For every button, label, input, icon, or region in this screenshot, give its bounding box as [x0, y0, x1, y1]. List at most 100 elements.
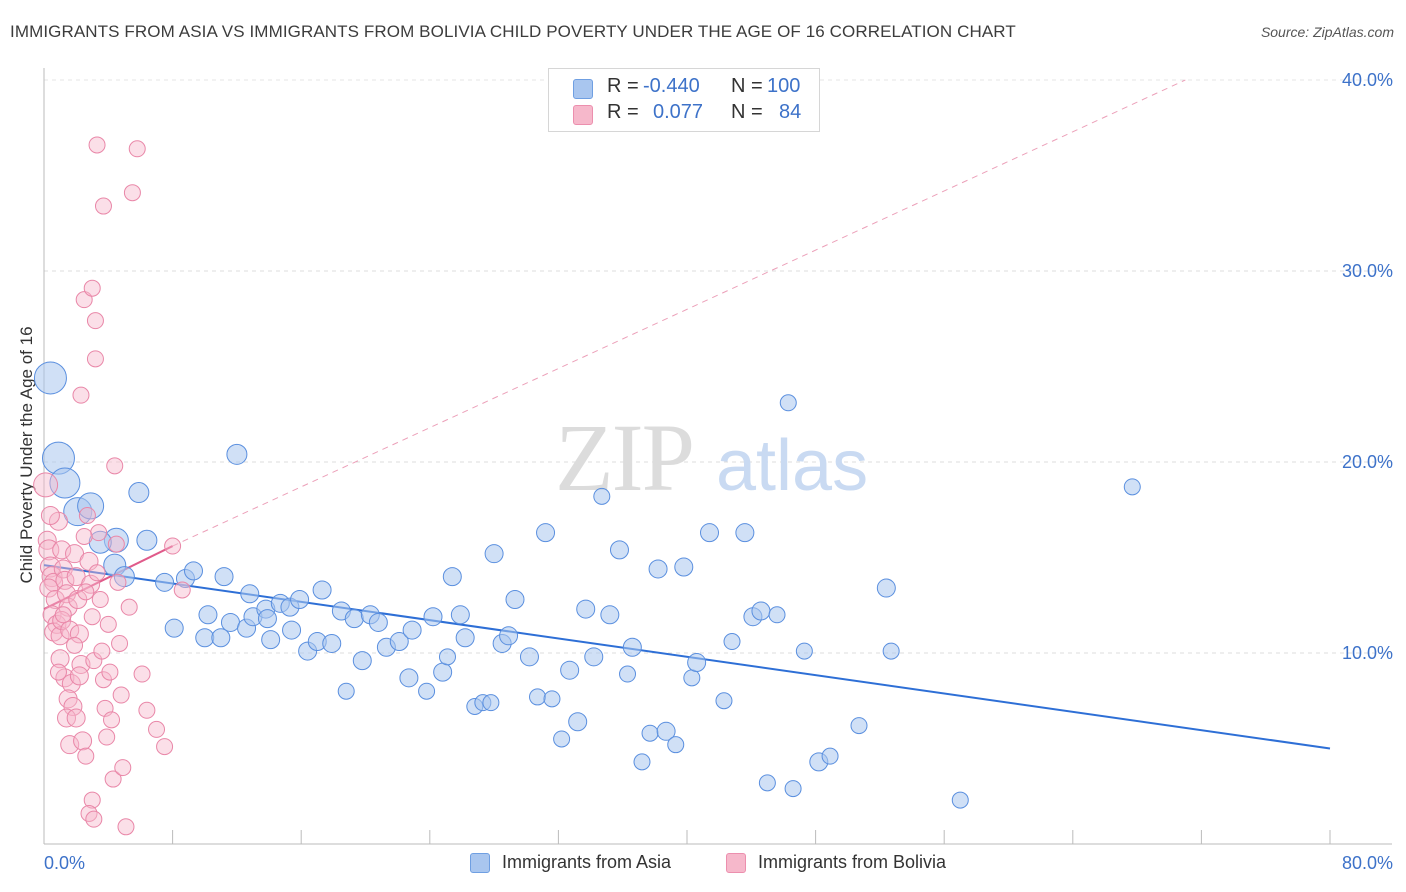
asia-point [220, 612, 240, 632]
bolivia-point [83, 279, 101, 297]
bolivia-point [60, 735, 80, 755]
bolivia-point [98, 728, 116, 746]
asia-point [211, 628, 231, 648]
bolivia-point [52, 611, 72, 631]
asia-point [484, 544, 504, 564]
bolivia-point [109, 573, 127, 591]
asia-point [183, 561, 203, 581]
asia-point [536, 523, 556, 543]
bolivia-point [83, 791, 101, 809]
legend-n-label: N = [731, 101, 763, 123]
bolivia-point [81, 574, 101, 594]
asia-point [715, 692, 733, 710]
bolivia-point [90, 524, 108, 542]
asia-point [389, 632, 409, 652]
asia-point [584, 647, 604, 667]
bolivia-point [61, 674, 81, 694]
asia-point [667, 736, 685, 754]
asia-point [576, 599, 596, 619]
asia-point [282, 620, 302, 640]
asia-point [593, 487, 611, 505]
asia-point [49, 467, 81, 499]
asia-point [622, 637, 642, 657]
asia-point [261, 630, 281, 650]
chart-title: IMMIGRANTS FROM ASIA VS IMMIGRANTS FROM … [10, 22, 1016, 41]
asia-point [723, 633, 741, 651]
bolivia-point [52, 540, 72, 560]
bottom-legend-label-asia: Immigrants from Asia [502, 852, 672, 872]
y-tick-label: 10.0% [1342, 643, 1393, 663]
bolivia-point [111, 634, 129, 652]
bolivia-point [66, 636, 84, 654]
asia-point [226, 443, 248, 465]
bolivia-point [72, 386, 90, 404]
asia-trend-line [43, 564, 1331, 750]
bolivia-point [123, 184, 141, 202]
asia-point [257, 609, 277, 629]
bolivia-point [69, 624, 89, 644]
legend-r-label: R = [607, 101, 639, 123]
bolivia-point [128, 140, 146, 158]
x-tick-label: 80.0% [1342, 853, 1393, 873]
asia-point [198, 605, 218, 625]
asia-point [779, 394, 797, 412]
asia-point [674, 557, 694, 577]
bolivia-trend-line-extension [172, 79, 1186, 547]
source-credit: Source: ZipAtlas.com [1260, 24, 1394, 40]
asia-point [758, 774, 776, 792]
asia-point [700, 523, 720, 543]
legend-row-bolivia: R = 0.077 N = 84 [549, 101, 819, 127]
legend-r-value: -0.440 [643, 75, 700, 97]
watermark-zip: ZIP [555, 404, 693, 511]
bolivia-point [91, 591, 109, 609]
bolivia-point [138, 701, 156, 719]
watermark-atlas: atlas [716, 426, 868, 506]
asia-point [77, 492, 105, 520]
bolivia-point [104, 770, 122, 788]
asia-point [290, 590, 310, 610]
bolivia-point [101, 663, 119, 681]
bolivia-point [164, 537, 182, 555]
asia-point [850, 717, 868, 735]
bolivia-point [40, 505, 60, 525]
bolivia-point [63, 696, 83, 716]
asia-point [399, 668, 419, 688]
bolivia-point [85, 810, 103, 828]
asia-point [164, 618, 184, 638]
asia-point [450, 605, 470, 625]
asia-point [568, 712, 588, 732]
asia-point [322, 633, 342, 653]
bolivia-point [94, 197, 112, 215]
bolivia-point [117, 818, 135, 836]
tick-labels: 10.0% 20.0% 30.0% 40.0% 0.0% 80.0% [44, 70, 1393, 873]
asia-point [352, 651, 372, 671]
bottom-legend-swatch-asia [470, 853, 490, 873]
bolivia-point [77, 747, 95, 765]
legend-swatch-asia [573, 79, 593, 99]
bolivia-point [39, 578, 59, 598]
asia-point [519, 647, 539, 667]
bolivia-point [86, 312, 104, 330]
asia-point [423, 607, 443, 627]
legend-r-label: R = [607, 75, 639, 97]
asia-point [438, 648, 456, 666]
asia-point [683, 669, 701, 687]
asia-point [312, 580, 332, 600]
asia-point [402, 620, 422, 640]
asia-point [543, 690, 561, 708]
bolivia-point [93, 642, 111, 660]
asia-point [1123, 478, 1141, 496]
bottom-legend-swatch-bolivia [726, 853, 746, 873]
bolivia-point [49, 663, 67, 681]
bolivia-point [88, 136, 106, 154]
asia-point [633, 753, 651, 771]
asia-point [442, 567, 462, 587]
bolivia-point [103, 711, 121, 729]
asia-point [560, 660, 580, 680]
gridlines [44, 79, 1392, 654]
bolivia-point [69, 666, 89, 686]
bolivia-point [80, 804, 98, 822]
asia-point [600, 605, 620, 625]
bolivia-point [99, 615, 117, 633]
